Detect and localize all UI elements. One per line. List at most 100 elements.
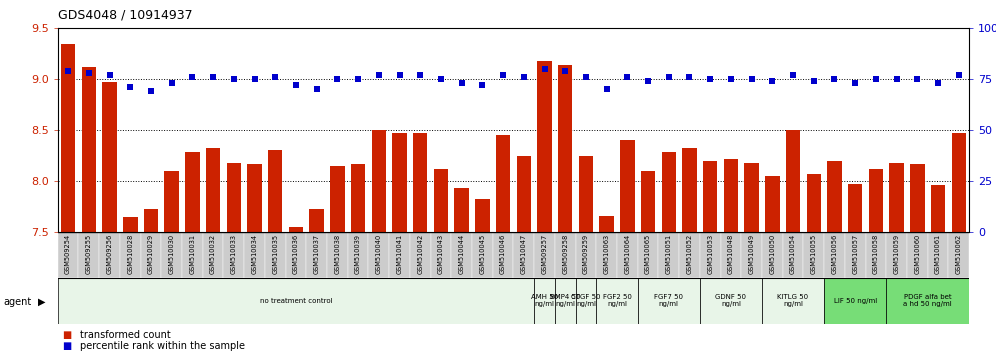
- Text: GSM510037: GSM510037: [314, 234, 320, 274]
- Text: GSM509258: GSM509258: [562, 234, 569, 274]
- Point: [681, 74, 697, 80]
- Point: [848, 80, 864, 86]
- Bar: [640, 171, 655, 232]
- Point: [909, 76, 925, 82]
- Text: GSM510053: GSM510053: [707, 234, 713, 274]
- Text: GSM510031: GSM510031: [189, 234, 195, 274]
- Bar: [910, 164, 924, 232]
- Text: GSM510033: GSM510033: [231, 234, 237, 274]
- Bar: [845, 232, 866, 278]
- Point: [827, 76, 843, 82]
- Bar: [454, 188, 469, 232]
- Bar: [389, 232, 410, 278]
- Bar: [100, 232, 120, 278]
- Bar: [621, 140, 634, 232]
- Text: GSM510045: GSM510045: [479, 234, 485, 274]
- Bar: [496, 135, 510, 232]
- Text: GSM510059: GSM510059: [893, 234, 899, 274]
- Bar: [658, 232, 679, 278]
- Bar: [534, 278, 555, 324]
- Point: [495, 72, 511, 78]
- Bar: [392, 133, 406, 232]
- Text: GSM509257: GSM509257: [542, 234, 548, 274]
- Bar: [472, 232, 493, 278]
- Bar: [79, 232, 100, 278]
- Text: GSM510041: GSM510041: [396, 234, 402, 274]
- Bar: [120, 232, 140, 278]
- Bar: [517, 155, 531, 232]
- Bar: [700, 278, 762, 324]
- Bar: [185, 153, 199, 232]
- Text: GSM510058: GSM510058: [872, 234, 878, 274]
- Text: percentile rank within the sample: percentile rank within the sample: [80, 341, 245, 351]
- Text: GSM510038: GSM510038: [335, 234, 341, 274]
- Text: ■: ■: [62, 330, 71, 339]
- Bar: [289, 227, 303, 232]
- Text: GSM510065: GSM510065: [645, 234, 651, 274]
- Text: GSM510060: GSM510060: [914, 234, 920, 274]
- Bar: [848, 184, 863, 232]
- Point: [330, 76, 346, 82]
- Bar: [475, 199, 490, 232]
- Bar: [203, 232, 223, 278]
- Point: [888, 76, 904, 82]
- Text: CTGF 50
ng/ml: CTGF 50 ng/ml: [571, 295, 601, 307]
- Bar: [451, 232, 472, 278]
- Bar: [927, 232, 948, 278]
- Text: GSM510049: GSM510049: [749, 234, 755, 274]
- Point: [102, 72, 118, 78]
- Bar: [537, 61, 552, 232]
- Bar: [493, 232, 514, 278]
- Bar: [637, 278, 700, 324]
- Text: AMH 50
ng/ml: AMH 50 ng/ml: [531, 295, 558, 307]
- Text: PDGF alfa bet
a hd 50 ng/ml: PDGF alfa bet a hd 50 ng/ml: [903, 295, 952, 307]
- Bar: [576, 278, 597, 324]
- Bar: [762, 232, 783, 278]
- Text: GSM509255: GSM509255: [86, 234, 92, 274]
- Bar: [661, 153, 676, 232]
- Bar: [700, 232, 720, 278]
- Point: [723, 76, 739, 82]
- Bar: [265, 232, 286, 278]
- Text: GSM509256: GSM509256: [107, 234, 113, 274]
- Bar: [247, 164, 262, 232]
- Bar: [286, 232, 307, 278]
- Bar: [61, 44, 76, 232]
- Text: agent: agent: [3, 297, 31, 307]
- Text: FGF7 50
ng/ml: FGF7 50 ng/ml: [654, 295, 683, 307]
- Bar: [724, 159, 738, 232]
- Point: [412, 72, 428, 78]
- Point: [764, 79, 780, 84]
- Text: GSM510042: GSM510042: [417, 234, 423, 274]
- Bar: [140, 232, 161, 278]
- Bar: [824, 278, 886, 324]
- Bar: [720, 232, 741, 278]
- Bar: [931, 185, 945, 232]
- Text: GDNF 50
ng/ml: GDNF 50 ng/ml: [715, 295, 746, 307]
- Bar: [889, 163, 903, 232]
- Point: [785, 72, 801, 78]
- Bar: [430, 232, 451, 278]
- Text: GSM510048: GSM510048: [728, 234, 734, 274]
- Point: [640, 79, 656, 84]
- Point: [81, 70, 97, 76]
- Bar: [576, 232, 597, 278]
- Point: [123, 85, 138, 90]
- Bar: [310, 210, 324, 232]
- Point: [868, 76, 883, 82]
- Text: GSM510055: GSM510055: [811, 234, 817, 274]
- Bar: [597, 232, 617, 278]
- Point: [391, 72, 407, 78]
- Text: GSM510063: GSM510063: [604, 234, 610, 274]
- Point: [163, 80, 179, 86]
- Point: [184, 74, 200, 80]
- Bar: [637, 232, 658, 278]
- Text: GSM510044: GSM510044: [458, 234, 465, 274]
- Bar: [703, 161, 717, 232]
- Bar: [534, 232, 555, 278]
- Text: transformed count: transformed count: [80, 330, 170, 339]
- Text: GSM510064: GSM510064: [624, 234, 630, 274]
- Point: [454, 80, 470, 86]
- Text: GSM510051: GSM510051: [665, 234, 671, 274]
- Bar: [951, 133, 966, 232]
